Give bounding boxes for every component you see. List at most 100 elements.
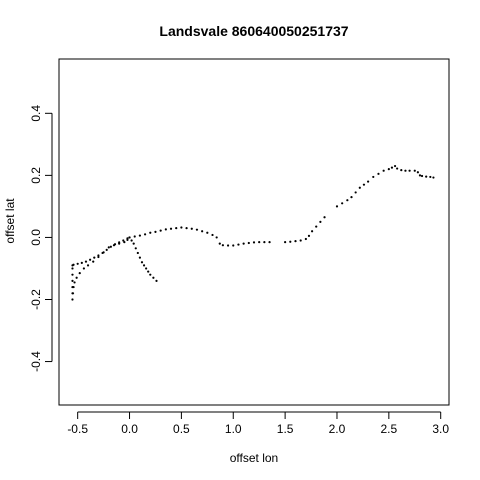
data-point (377, 172, 380, 175)
data-point (126, 237, 129, 240)
data-point (185, 227, 188, 230)
data-point (71, 285, 74, 289)
data-point (372, 175, 375, 179)
data-point (126, 238, 129, 242)
x-tick-label: 0.0 (121, 422, 138, 436)
data-point (408, 169, 411, 172)
data-point (413, 169, 416, 172)
data-point (387, 168, 390, 171)
data-point (71, 273, 74, 276)
data-point (404, 169, 407, 172)
data-point (226, 244, 230, 247)
data-point (75, 276, 78, 279)
data-point (145, 267, 148, 270)
data-point (132, 242, 135, 245)
data-point (180, 226, 183, 229)
data-point (390, 166, 394, 169)
y-tick-label: 0.4 (29, 105, 43, 122)
data-point (393, 164, 397, 168)
y-tick-label: -0.2 (29, 289, 43, 310)
data-point (242, 242, 245, 245)
data-point (107, 246, 110, 249)
data-point (346, 199, 349, 202)
data-point (93, 256, 96, 259)
x-tick-label: 2.0 (329, 422, 346, 436)
x-tick-label: 3.0 (432, 422, 449, 436)
x-axis: -0.5 0.0 0.5 1.0 1.5 2.0 2.5 3.0 (67, 411, 449, 436)
data-point (80, 261, 83, 264)
data-point (71, 298, 74, 301)
plot-frame (58, 58, 450, 406)
data-point (159, 229, 162, 232)
data-point (350, 195, 353, 199)
data-point (215, 236, 218, 239)
data-point (133, 235, 136, 238)
data-point (164, 228, 167, 231)
data-point (154, 230, 157, 233)
data-point (71, 264, 74, 267)
data-point (211, 233, 214, 237)
data-point (73, 281, 76, 284)
data-point (206, 231, 209, 234)
data-point (247, 241, 250, 245)
data-point (134, 247, 137, 250)
data-point (155, 279, 158, 282)
data-point (362, 183, 366, 186)
data-point (71, 279, 74, 282)
data-point (71, 267, 74, 270)
data-point (432, 176, 435, 179)
data-point (323, 216, 326, 219)
data-point (418, 174, 422, 177)
data-point (123, 240, 126, 244)
data-point (109, 245, 112, 248)
data-point (237, 243, 240, 246)
data-point (341, 202, 344, 205)
data-point (149, 231, 152, 234)
data-point (268, 240, 271, 244)
data-point (76, 262, 79, 265)
data-point (252, 241, 256, 244)
data-point (89, 258, 92, 261)
data-point (201, 230, 204, 233)
data-point (310, 230, 314, 233)
data-point (147, 270, 150, 273)
data-point (149, 273, 152, 276)
data-point (84, 260, 88, 263)
data-point (258, 240, 261, 244)
data-point (122, 239, 125, 242)
data-point (190, 227, 193, 230)
data-point (335, 205, 339, 208)
data-point (289, 240, 292, 243)
x-tick-label: 2.5 (380, 422, 397, 436)
data-point (71, 292, 74, 295)
data-point (396, 167, 399, 170)
data-point (420, 174, 424, 178)
data-point (232, 244, 235, 247)
data-point (78, 272, 81, 275)
data-points (71, 164, 435, 301)
data-point (138, 234, 141, 237)
data-point (112, 244, 116, 247)
y-axis: -0.4 -0.2 0.0 0.2 0.4 (29, 105, 53, 372)
data-point (140, 261, 144, 264)
data-point (382, 169, 385, 172)
data-point (294, 240, 297, 243)
data-point (358, 186, 361, 189)
y-tick-label: 0.2 (29, 167, 43, 184)
data-point (143, 233, 147, 236)
data-point (97, 255, 100, 259)
data-point (429, 175, 432, 179)
data-point (416, 171, 419, 174)
data-point (105, 248, 108, 251)
x-tick-label: 1.0 (225, 422, 242, 436)
data-point (130, 239, 133, 242)
data-point (367, 180, 370, 183)
data-point (136, 251, 139, 255)
data-point (354, 191, 357, 194)
data-point (195, 228, 199, 231)
data-point (102, 251, 105, 254)
data-point (169, 227, 173, 230)
data-point (315, 225, 318, 228)
